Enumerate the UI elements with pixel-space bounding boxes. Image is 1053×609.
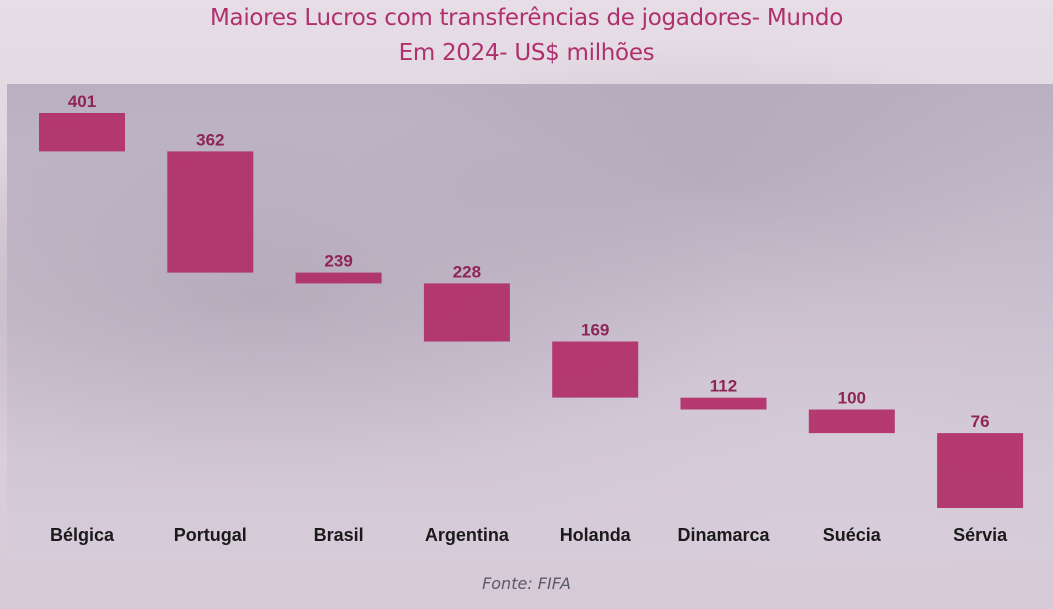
bar-sérvia bbox=[937, 433, 1024, 508]
source-note: Fonte: FIFA bbox=[482, 574, 571, 593]
bar-suécia bbox=[808, 409, 895, 434]
data-label-holanda: 169 bbox=[581, 321, 609, 340]
chart-title: Maiores Lucros com transferências de jog… bbox=[209, 5, 843, 31]
category-label-argentina: Argentina bbox=[425, 525, 510, 545]
bar-portugal bbox=[167, 151, 254, 273]
bar-argentina bbox=[423, 283, 510, 342]
data-label-suécia: 100 bbox=[838, 389, 866, 408]
chart-subtitle: Em 2024- US$ milhões bbox=[398, 40, 655, 66]
category-label-holanda: Holanda bbox=[560, 525, 632, 545]
data-label-sérvia: 76 bbox=[971, 412, 990, 431]
data-label-portugal: 362 bbox=[196, 130, 224, 149]
bar-brasil bbox=[295, 272, 382, 284]
data-label-bélgica: 401 bbox=[68, 92, 96, 111]
data-label-argentina: 228 bbox=[453, 262, 481, 281]
category-label-bélgica: Bélgica bbox=[50, 525, 115, 545]
category-label-brasil: Brasil bbox=[314, 525, 364, 545]
category-label-suécia: Suécia bbox=[823, 525, 882, 545]
category-label-sérvia: Sérvia bbox=[953, 525, 1008, 545]
data-label-dinamarca: 112 bbox=[710, 377, 737, 396]
bar-holanda bbox=[552, 341, 639, 398]
bar-bélgica bbox=[39, 113, 125, 152]
data-label-brasil: 239 bbox=[324, 252, 352, 271]
category-label-dinamarca: Dinamarca bbox=[677, 525, 770, 545]
category-label-portugal: Portugal bbox=[174, 525, 247, 545]
bar-dinamarca bbox=[680, 397, 767, 410]
